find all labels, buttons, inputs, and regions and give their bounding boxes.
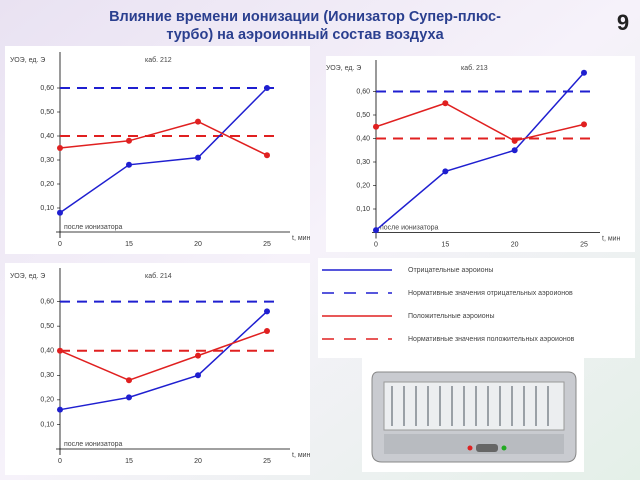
y-tick-label: 0,50 (356, 112, 370, 119)
x-tick-label: 15 (125, 241, 133, 248)
data-point (126, 161, 132, 168)
y-tick-label: 0,40 (40, 133, 54, 140)
y-tick-label: 0,30 (40, 372, 54, 379)
y-tick-label: 0,50 (40, 323, 54, 330)
x-axis-label: t, мин (292, 452, 311, 459)
legend-label: Нормативные значения отрицательных аэрои… (408, 290, 573, 297)
series-line (59, 87, 268, 214)
series-line (59, 120, 268, 156)
y-tick-label: 0,20 (40, 181, 54, 188)
data-point (442, 168, 449, 175)
legend-label: Положительные аэроионы (408, 313, 495, 320)
x-tick-label: 0 (58, 458, 62, 465)
y-tick-label: 0,60 (40, 298, 54, 305)
y-tick-label: 0,10 (40, 421, 54, 428)
data-point (57, 406, 63, 413)
data-point (126, 377, 132, 384)
legend-label: Отрицательные аэроионы (408, 267, 493, 274)
y-tick-label: 0,20 (40, 397, 54, 404)
x-axis-label: t, мин (602, 235, 621, 242)
y-tick-label: 0,10 (40, 205, 54, 212)
y-axis-label: УОЭ, ед. Э (10, 57, 45, 64)
chart-panel (326, 56, 635, 252)
y-tick-label: 0,50 (40, 109, 54, 116)
y-axis-label: УОЭ, ед. Э (326, 65, 361, 72)
x-tick-label: 15 (125, 458, 133, 465)
ionizer-image (362, 358, 584, 472)
x-tick-label: 15 (441, 241, 449, 248)
data-point (264, 85, 270, 91)
series-line (375, 72, 585, 231)
data-point (126, 137, 132, 144)
y-tick-label: 0,20 (356, 182, 370, 189)
x-tick-label: 20 (511, 241, 519, 248)
data-point (264, 152, 270, 159)
data-point (581, 121, 587, 128)
data-point (581, 69, 587, 76)
y-tick-label: 0,30 (356, 159, 370, 166)
data-point (373, 123, 379, 130)
data-point (195, 154, 201, 161)
y-tick-label: 0,40 (356, 135, 370, 142)
annotation: после ионизатора (64, 441, 123, 448)
series-line (375, 102, 585, 142)
data-point (57, 145, 63, 151)
data-point (57, 209, 63, 216)
data-point (264, 328, 270, 335)
annotation: после ионизатора (380, 224, 439, 231)
x-axis-label: t, мин (292, 235, 311, 242)
data-point (126, 394, 132, 401)
y-tick-label: 0,60 (40, 85, 54, 92)
data-point (264, 308, 270, 315)
y-tick-label: 0,30 (40, 157, 54, 164)
x-tick-label: 20 (194, 458, 202, 465)
chart-panel (5, 263, 310, 475)
chart-title: каб. 213 (461, 64, 488, 72)
data-point (195, 372, 201, 379)
x-tick-label: 25 (580, 241, 588, 248)
slide-number: 9 (617, 10, 629, 35)
y-tick-label: 0,10 (356, 206, 370, 213)
data-point (195, 352, 201, 359)
annotation: после ионизатора (64, 224, 123, 231)
chart-title: каб. 212 (145, 56, 172, 64)
chart-title: каб. 214 (145, 272, 172, 280)
x-tick-label: 0 (374, 241, 378, 248)
series-line (59, 330, 268, 382)
x-tick-label: 25 (263, 458, 271, 465)
legend-label: Нормативные значения положительных аэрои… (408, 336, 575, 343)
y-axis-label: УОЭ, ед. Э (10, 273, 45, 280)
data-point (57, 347, 63, 354)
slide-title: Влияние времени ионизации (Ионизатор Суп… (109, 9, 501, 43)
title-line: Влияние времени ионизации (Ионизатор Суп… (109, 9, 501, 25)
title-line: турбо) на аэроионный состав воздуха (166, 27, 444, 43)
data-point (195, 118, 201, 125)
legend-panel (318, 258, 635, 358)
data-point (511, 137, 518, 144)
x-tick-label: 0 (58, 241, 62, 248)
data-point (511, 147, 518, 154)
y-tick-label: 0,60 (356, 88, 370, 95)
chart-panel (5, 46, 310, 254)
x-tick-label: 20 (194, 241, 202, 248)
y-tick-label: 0,40 (40, 348, 54, 355)
data-point (442, 100, 449, 107)
data-point (373, 227, 379, 234)
x-tick-label: 25 (263, 241, 271, 248)
